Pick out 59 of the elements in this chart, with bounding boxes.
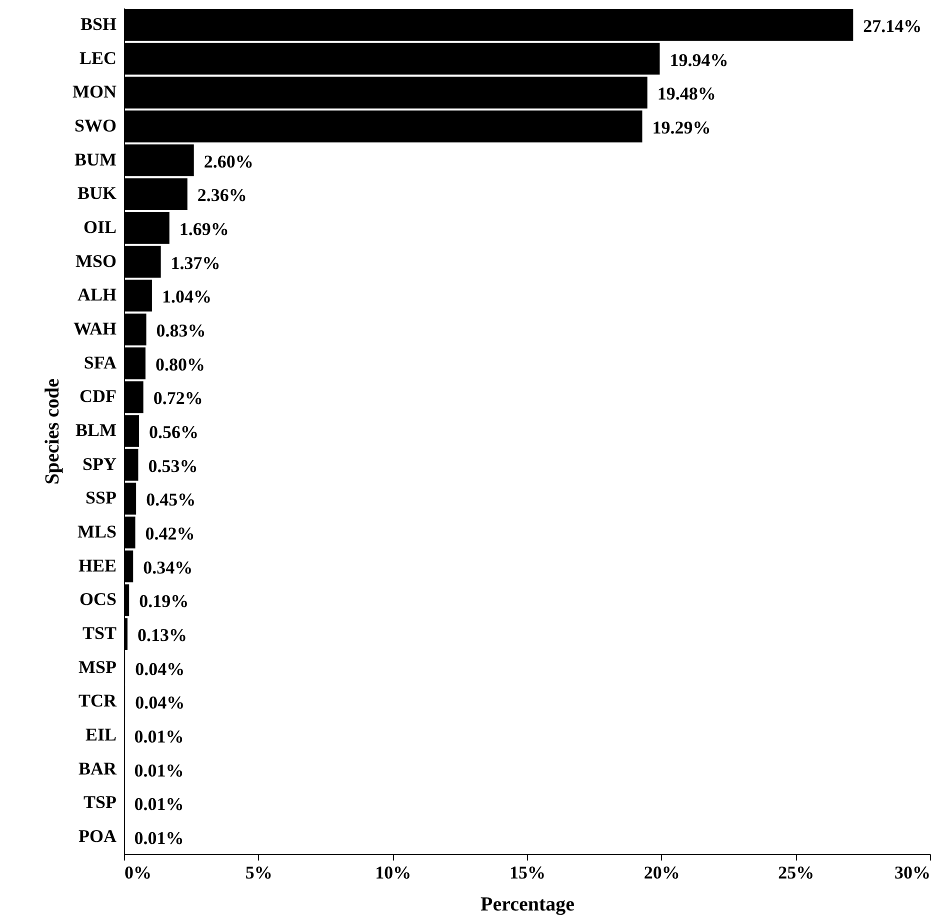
data-label: 1.37% [170, 252, 220, 273]
data-label: 1.69% [179, 218, 229, 239]
data-label: 0.34% [143, 557, 193, 578]
y-tick-label: TSP [83, 792, 116, 812]
data-label: 0.45% [146, 490, 196, 510]
data-label: 0.19% [139, 591, 189, 612]
y-tick-label: SSP [85, 488, 116, 508]
y-tick-label: BUM [74, 149, 117, 170]
y-tick-label: OCS [79, 589, 116, 610]
y-tick-label: SWO [74, 115, 116, 136]
y-tick-label: EIL [85, 724, 116, 745]
x-tick-label: 10% [375, 862, 412, 882]
x-axis-title: Percentage [480, 894, 575, 916]
data-label: 2.60% [204, 151, 254, 172]
x-tick-label: 25% [778, 862, 814, 882]
data-label: 0.01% [134, 760, 184, 780]
data-label: 0.53% [148, 456, 198, 476]
data-label: 0.83% [156, 320, 206, 340]
y-tick-label: MSO [75, 250, 116, 271]
y-tick-label: ALH [77, 284, 116, 305]
data-label: 0.56% [149, 422, 199, 442]
y-tick-label: MLS [77, 522, 116, 542]
y-tick-label: SPY [82, 454, 116, 474]
data-label: 0.13% [137, 625, 187, 646]
y-tick-label: POA [78, 826, 116, 846]
y-tick-label: BAR [78, 758, 118, 778]
y-tick-label: OIL [83, 216, 116, 237]
y-tick-label: CDF [80, 386, 116, 406]
data-label: 19.94% [670, 50, 728, 70]
data-label: 0.01% [134, 726, 184, 747]
data-label: 0.80% [155, 354, 205, 374]
data-label: 0.42% [145, 524, 195, 544]
y-tick-label: WAH [73, 318, 116, 338]
y-tick-label: BSH [80, 14, 116, 34]
data-label: 0.04% [135, 658, 185, 679]
data-label: 19.48% [657, 84, 716, 104]
data-label: 1.04% [162, 286, 212, 307]
data-label: 0.01% [134, 828, 184, 848]
y-tick-label: TCR [78, 690, 118, 711]
data-label: 0.04% [135, 692, 185, 713]
y-axis-title: Species code [42, 378, 64, 485]
data-label: 0.72% [153, 388, 203, 408]
x-tick-label: 30% [894, 862, 930, 882]
x-tick-label: 15% [510, 862, 546, 882]
y-tick-label: BUK [77, 183, 116, 204]
y-tick-label: HEE [78, 555, 116, 576]
x-tick-label: 0% [124, 862, 152, 882]
y-tick-label: SFA [84, 352, 116, 372]
data-label: 27.14% [863, 16, 922, 36]
y-tick-label: BLM [75, 420, 116, 440]
data-label: 2.36% [197, 185, 247, 206]
x-tick-label: 20% [644, 862, 680, 882]
x-tick-label: 5% [245, 862, 272, 882]
y-tick-label: LEC [79, 48, 116, 68]
y-tick-label: MSP [78, 656, 116, 677]
data-label: 0.01% [134, 794, 184, 814]
data-label: 19.29% [652, 117, 711, 138]
y-tick-label: TST [82, 623, 116, 644]
y-tick-label: MON [72, 82, 116, 102]
